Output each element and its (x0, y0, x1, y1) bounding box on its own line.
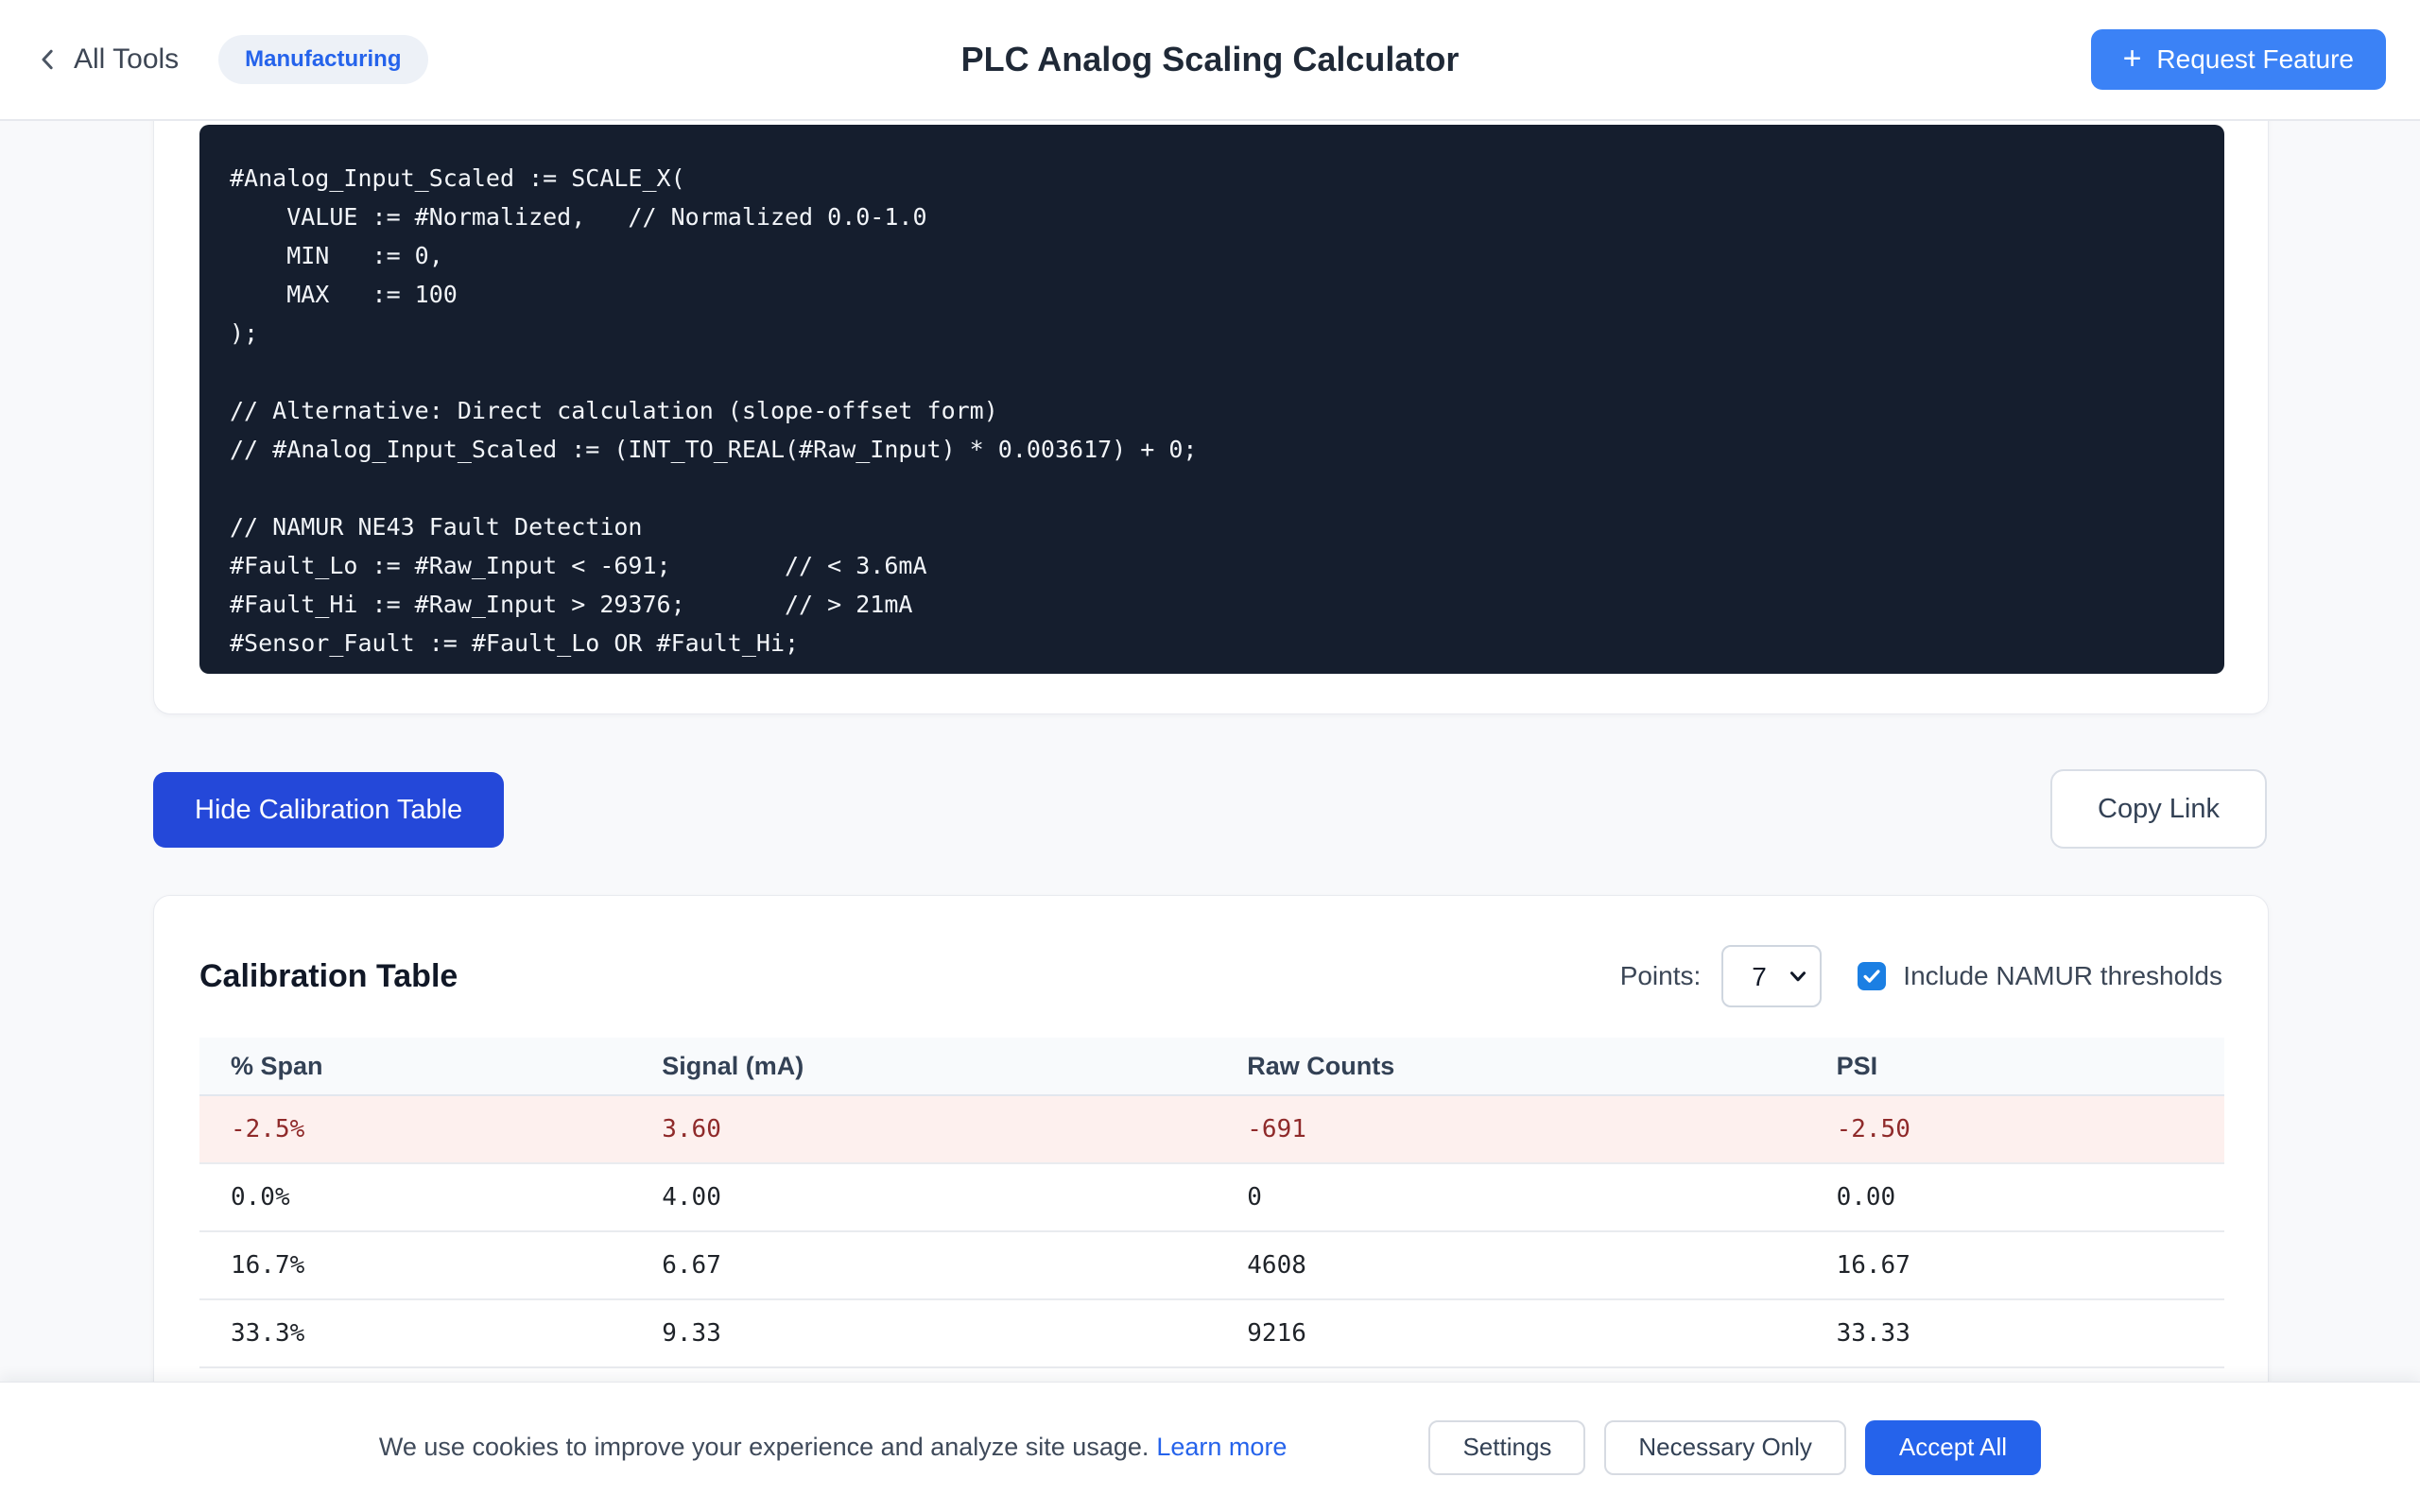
calibration-card-header: Calibration Table Points: 7 Include N (199, 945, 2222, 1007)
checkmark-icon (1863, 970, 1880, 983)
cell-signal: 9.33 (631, 1299, 1217, 1368)
cookie-necessary-only-button[interactable]: Necessary Only (1604, 1419, 1846, 1475)
cell-raw: -691 (1216, 1095, 1806, 1164)
cell-raw: 9216 (1216, 1299, 1806, 1368)
table-row-namur-low: -2.5% 3.60 -691 -2.50 (199, 1095, 2224, 1164)
points-select[interactable]: 7 (1721, 945, 1823, 1007)
plc-code-block: #Analog_Input_Scaled := SCALE_X( VALUE :… (199, 125, 2224, 674)
app-header: All Tools Manufacturing PLC Analog Scali… (0, 0, 2420, 121)
calibration-controls: Points: 7 Include NAMUR thresholds (1620, 945, 2222, 1007)
chevron-left-icon (42, 49, 53, 70)
cell-span: 0.0% (199, 1163, 631, 1232)
category-badge[interactable]: Manufacturing (218, 35, 428, 84)
cell-span: 33.3% (199, 1299, 631, 1368)
cell-psi: 0.00 (1805, 1163, 2224, 1232)
cookie-message: We use cookies to improve your experienc… (379, 1433, 1288, 1462)
cell-raw: 4608 (1216, 1231, 1806, 1300)
cell-psi: 16.67 (1805, 1231, 2224, 1300)
column-header-psi: PSI (1805, 1038, 2224, 1096)
cookie-consent-banner: We use cookies to improve your experienc… (0, 1382, 2420, 1512)
plc-code-text: #Analog_Input_Scaled := SCALE_X( VALUE :… (230, 164, 1198, 657)
namur-thresholds-label: Include NAMUR thresholds (1903, 961, 2222, 990)
request-feature-button[interactable]: + Request Feature (2090, 29, 2386, 90)
calibration-table-card: Calibration Table Points: 7 Include N (153, 895, 2269, 1512)
column-header-raw-counts: Raw Counts (1216, 1038, 1806, 1096)
table-row: 16.7% 6.67 4608 16.67 (199, 1231, 2224, 1300)
back-to-all-tools-link[interactable]: All Tools (34, 43, 179, 76)
points-label: Points: (1619, 961, 1702, 990)
back-link-label: All Tools (74, 43, 180, 75)
cell-signal: 6.67 (631, 1231, 1217, 1300)
request-feature-label: Request Feature (2156, 44, 2354, 74)
hide-calibration-table-button[interactable]: Hide Calibration Table (153, 772, 505, 848)
cell-psi: 33.33 (1805, 1299, 2224, 1368)
cell-signal: 4.00 (631, 1163, 1217, 1232)
table-row: 0.0% 4.00 0 0.00 (199, 1163, 2224, 1232)
table-row: 33.3% 9.33 9216 33.33 (199, 1299, 2224, 1368)
column-header-span: % Span (199, 1038, 631, 1096)
calibration-table: % Span Signal (mA) Raw Counts PSI -2.5% … (199, 1038, 2224, 1368)
cell-raw: 0 (1216, 1163, 1806, 1232)
plus-icon: + (2122, 40, 2142, 77)
page-title: PLC Analog Scaling Calculator (960, 40, 1460, 78)
copy-link-button[interactable]: Copy Link (2050, 769, 2267, 849)
table-header-row: % Span Signal (mA) Raw Counts PSI (199, 1038, 2224, 1096)
cell-psi: -2.50 (1805, 1095, 2224, 1164)
learn-more-link[interactable]: Learn more (1156, 1433, 1288, 1461)
column-header-signal: Signal (mA) (631, 1038, 1217, 1096)
cookie-settings-button[interactable]: Settings (1428, 1419, 1586, 1475)
cookie-buttons: Settings Necessary Only Accept All (1428, 1419, 2042, 1475)
cookie-message-text: We use cookies to improve your experienc… (378, 1433, 1150, 1461)
cell-signal: 3.60 (631, 1095, 1217, 1164)
cell-span: 16.7% (199, 1231, 631, 1300)
points-select-wrap: 7 (1721, 945, 1823, 1007)
cookie-accept-all-button[interactable]: Accept All (1864, 1419, 2042, 1475)
cell-span: -2.5% (199, 1095, 631, 1164)
plc-code-card: #Analog_Input_Scaled := SCALE_X( VALUE :… (153, 98, 2269, 714)
namur-thresholds-checkbox[interactable] (1858, 962, 1887, 990)
calibration-table-title: Calibration Table (199, 957, 458, 994)
